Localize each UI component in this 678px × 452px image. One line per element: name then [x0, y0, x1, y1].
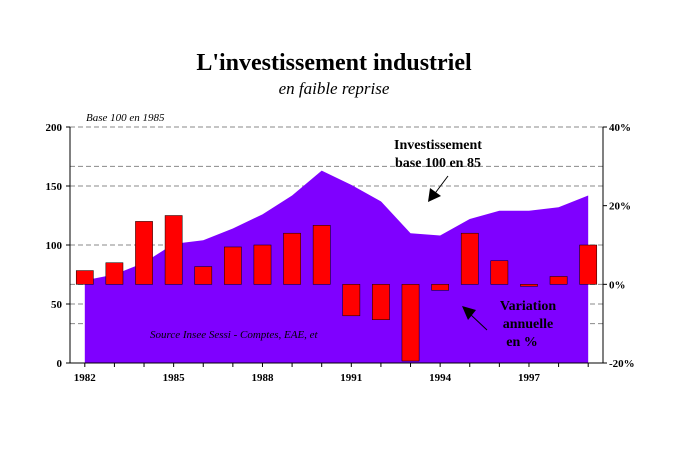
annotation-bars-line2: annuelle [503, 317, 554, 332]
bar-1997 [520, 284, 538, 287]
annotation-area-line2: base 100 en 85 [395, 156, 481, 171]
annotation-bars-line1: Variation [500, 299, 556, 314]
bar-1982 [75, 270, 94, 285]
x-tick-label: 1991 [340, 372, 362, 384]
x-tick-label: 1994 [429, 372, 452, 384]
bar-1995 [460, 232, 479, 285]
annotation-bars-line3: en % [506, 335, 538, 350]
y-right-tick-label: 20% [609, 201, 631, 213]
chart-title: L'investissement industriel [196, 50, 472, 76]
x-tick-label: 1982 [74, 372, 97, 384]
bar-1990 [312, 225, 331, 285]
investment-area [84, 170, 589, 363]
bar-series [75, 215, 598, 362]
tick-labels: 0 50 100 150 200 -20% 0% 20% 40% 1982 1985 1988 1991… [46, 122, 635, 384]
area-series [84, 170, 589, 363]
y-left-tick-label: 0 [57, 358, 63, 370]
bar-1996 [490, 260, 509, 285]
arrow-to-bars [462, 306, 488, 331]
bar-1999 [579, 244, 598, 285]
y-left-tick-label: 50 [51, 299, 63, 311]
bar-1985 [164, 215, 183, 285]
bar-1998 [549, 276, 568, 285]
bar-1986 [194, 266, 213, 285]
annotation-area-line1: Investissement [394, 138, 482, 153]
bar-1983 [105, 262, 124, 285]
bar-1984 [135, 221, 153, 285]
bar-1992 [372, 284, 390, 320]
y-right-tick-label: 0% [609, 279, 626, 291]
x-tick-label: 1988 [251, 372, 274, 384]
bar-1989 [283, 232, 301, 285]
y-left-tick-label: 150 [46, 181, 63, 193]
bar-1987 [224, 246, 242, 285]
bar-1993 [401, 284, 420, 362]
chart-subtitle: en faible reprise [279, 79, 390, 98]
bar-1991 [342, 284, 361, 317]
y-right-tick-label: 40% [609, 122, 631, 134]
bar-1994 [431, 284, 449, 291]
x-tick-label: 1985 [163, 372, 186, 384]
y-left-tick-label: 200 [46, 122, 63, 134]
arrow-to-area [428, 175, 449, 202]
source-note: Source Insee Sessi - Comptes, EAE, et [150, 329, 319, 341]
bar-1988 [253, 244, 272, 285]
axes [66, 126, 607, 367]
y-right-tick-label: -20% [609, 358, 635, 370]
y-left-tick-label: 100 [46, 240, 63, 252]
base-note: Base 100 en 1985 [86, 112, 165, 124]
x-tick-label: 1997 [518, 372, 541, 384]
